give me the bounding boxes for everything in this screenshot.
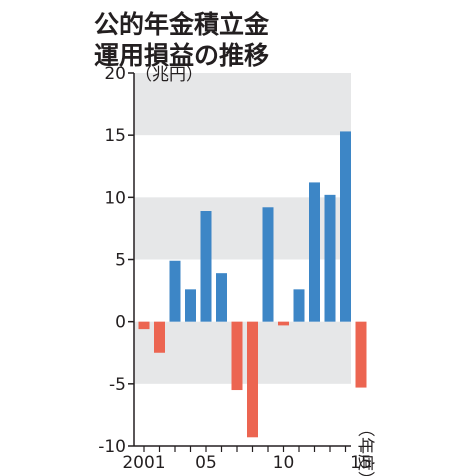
chart-title-line-1: 公的年金積立金: [94, 10, 270, 39]
bar-2003: [169, 260, 181, 322]
bar-2015: [355, 321, 367, 388]
x-axis-label-group: （年度）: [355, 420, 375, 476]
y-axis-label: （兆円）: [135, 65, 203, 85]
x-tick-label-3: 15: [350, 453, 372, 473]
x-tick-label-2: 10: [273, 453, 295, 473]
y-tick-label-2: 0: [115, 313, 126, 333]
grid-band-0: [134, 73, 351, 136]
x-axis-label: （年度）: [355, 420, 375, 476]
y-tick-label-1: -5: [109, 375, 126, 395]
bar-2007: [231, 321, 243, 391]
x-tick-label-1: 05: [195, 453, 217, 473]
y-tick-label-3: 5: [115, 251, 126, 271]
chart-title-line-2: 運用損益の推移: [94, 41, 269, 70]
x-tick-label-0: 2001: [122, 453, 165, 473]
bar-2011: [293, 289, 305, 322]
bar-2006: [216, 273, 227, 322]
y-tick-labels: -10 -5 0 5 10 15 20: [98, 64, 126, 457]
bar-2009: [262, 207, 274, 322]
y-tick-label-6: 20: [104, 64, 126, 84]
bar-2013: [324, 194, 336, 322]
chart-title: 公的年金積立金 運用損益の推移: [94, 10, 270, 70]
axes: [128, 72, 362, 452]
y-tick-label-5: 15: [104, 126, 126, 146]
bar-2010: [278, 321, 289, 326]
bar-2004: [185, 289, 196, 322]
x-tick-labels: 2001 05 10 15: [122, 453, 371, 473]
bar-2001: [138, 321, 150, 330]
bar-2002: [154, 321, 165, 353]
bar-2012: [309, 182, 320, 322]
bar-2008: [247, 321, 258, 438]
y-tick-label-0: -10: [98, 437, 126, 457]
bar-2005: [200, 211, 212, 322]
bar-2014: [340, 131, 351, 322]
bars: [138, 131, 367, 438]
y-tick-label-4: 10: [104, 188, 126, 208]
